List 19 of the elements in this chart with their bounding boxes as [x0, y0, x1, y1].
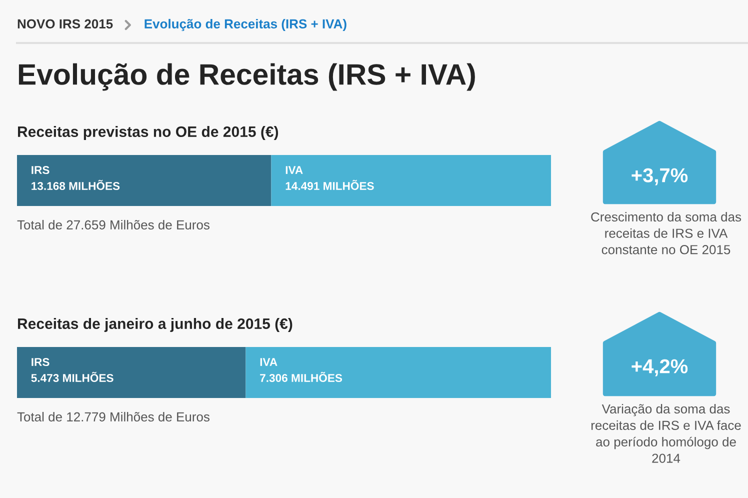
- text: NOVO IRS 2015: [18, 19, 113, 28]
- series-label: IVA: [286, 166, 303, 174]
- chart-title: Receitas de janeiro a junho de 2015 (€): [18, 318, 292, 332]
- data-label: 14.491 MILHÕES: [286, 180, 374, 190]
- text: Total de 27.659 Milhões de Euros: [17, 220, 210, 230]
- text: Total de 12.779 Milhões de Euros: [17, 412, 210, 422]
- series-label: IVA: [260, 358, 278, 366]
- text: +3,7%: [632, 168, 688, 186]
- text: Evolução de Receitas (IRS + IVA): [18, 63, 475, 91]
- data-label: 13.168 MILHÕES: [32, 180, 120, 190]
- text: +4,2%: [632, 359, 688, 376]
- text: Crescimento da soma das receitas de IRS e IVA constante no OE 2015: [591, 212, 742, 254]
- series-label: IRS: [32, 166, 50, 174]
- series-label: IRS: [32, 358, 50, 366]
- text: Evolução de Receitas (IRS + IVA): [144, 18, 346, 32]
- chart-title: Receitas previstas no OE de 2015 (€): [18, 126, 278, 140]
- text: Variação da soma das receitas de IRS e IVA face ao período homólogo de 2014: [591, 404, 741, 463]
- data-label: 7.306 MILHÕES: [260, 372, 342, 382]
- data-label: 5.473 MILHÕES: [31, 372, 114, 382]
